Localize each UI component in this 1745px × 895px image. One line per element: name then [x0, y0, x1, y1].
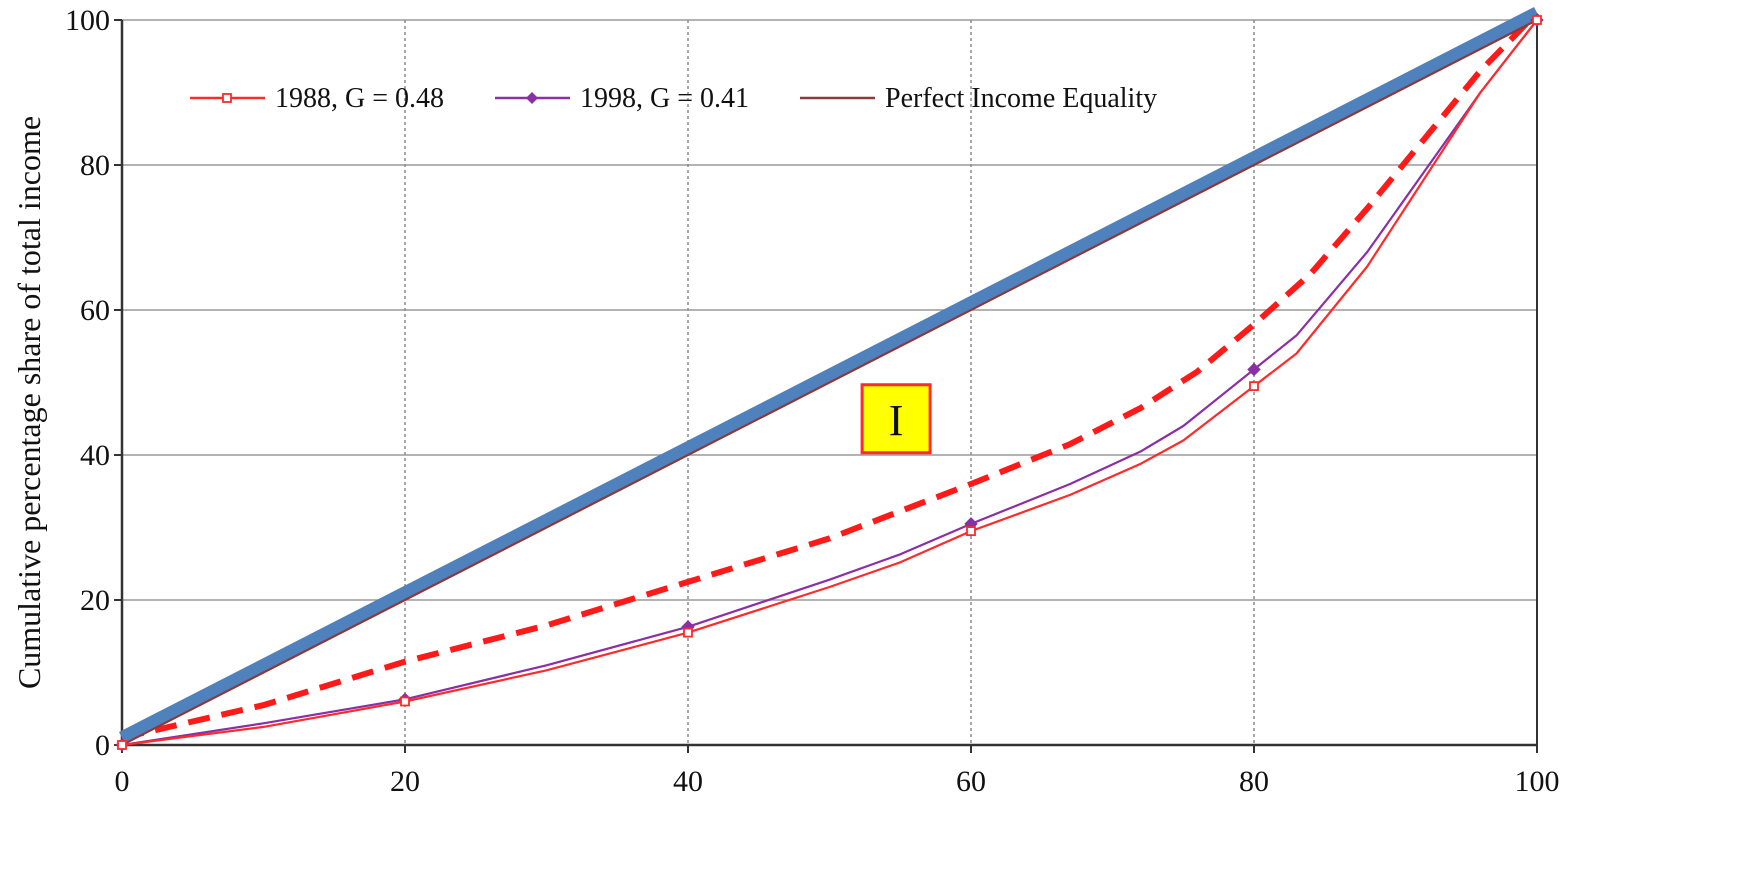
legend-label: 1998, G = 0.41 [580, 83, 749, 114]
y-tick-label: 100 [65, 4, 110, 37]
y-tick-label: 40 [80, 439, 110, 472]
data-point-diamond [1247, 362, 1261, 377]
series-line-1998-g-0-41 [120, 18, 1539, 747]
data-point-square [966, 526, 976, 537]
series-line-perfect-income-equality [120, 18, 1539, 747]
y-tick-label: 20 [80, 584, 110, 617]
y-axis-label: Cumulative percentage share of total inc… [11, 116, 47, 689]
data-point-square [1532, 15, 1542, 25]
legend-label: 1988, G = 0.48 [275, 83, 444, 114]
x-tick-label: 80 [1239, 765, 1269, 798]
annotations: I [860, 383, 932, 455]
series-line-1988-g-0-48 [120, 18, 1539, 747]
data-point-square [1249, 381, 1259, 392]
annotation-box [860, 383, 932, 455]
series-line-dashed-line [121, 10, 1540, 741]
data-point-square [683, 627, 693, 638]
x-tick-label: 100 [1515, 765, 1560, 798]
series [115, 7, 1544, 752]
x-tick-label: 20 [390, 765, 420, 798]
series-line-thick-line [119, 7, 1540, 744]
x-tick-label: 40 [673, 765, 703, 798]
legend-marker-diamond [526, 92, 538, 104]
y-tick-label: 60 [80, 294, 110, 327]
x-tick-label: 60 [956, 765, 986, 798]
legend-marker-square [222, 93, 232, 103]
data-point-square [117, 740, 127, 750]
axes: 0 20 40 60 80 100 0 20 40 60 80 100 [65, 4, 1560, 798]
legend-label: Perfect Income Equality [885, 83, 1157, 114]
x-tick-label: 0 [115, 765, 130, 798]
legend: 1988, G = 0.48 1998, G = 0.41 Perfect Inco… [190, 83, 1157, 114]
y-tick-label: 0 [95, 729, 110, 762]
y-tick-label: 80 [80, 149, 110, 182]
annotation-label: I [889, 396, 904, 445]
data-point-square [400, 696, 410, 707]
